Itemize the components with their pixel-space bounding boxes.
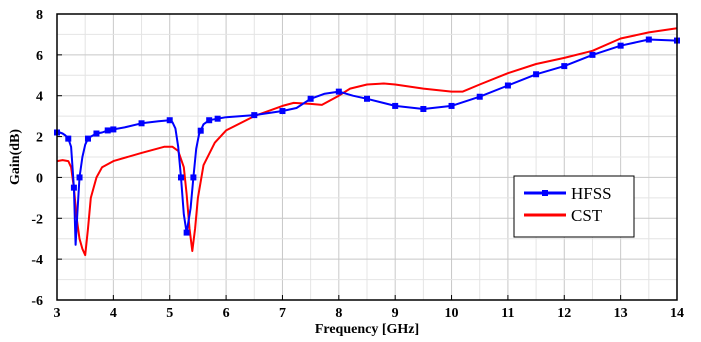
series-hfss-point (70, 184, 77, 191)
series-hfss-point (279, 108, 286, 115)
series-hfss-point (533, 71, 540, 78)
series-hfss-point (206, 117, 213, 124)
x-tick-label: 8 (335, 306, 342, 321)
x-axis-title: Frequency [GHz] (315, 322, 419, 337)
series-hfss-point (251, 112, 258, 119)
legend: HFSS CST (513, 175, 635, 238)
legend-box (513, 175, 635, 238)
y-tick-label: -4 (31, 253, 43, 268)
legend-hfss-label: HFSS (571, 184, 612, 203)
x-tick-label: 6 (223, 306, 230, 321)
series-hfss-point (392, 102, 399, 109)
x-tick-label: 11 (501, 306, 514, 321)
x-tick-label: 5 (166, 306, 173, 321)
series-hfss-point (645, 36, 652, 43)
x-tick-label: 10 (445, 306, 459, 321)
plot-frame (56, 13, 678, 301)
x-tick-label: 7 (279, 306, 286, 321)
axis-ticks: 3 4 5 6 7 8 9 10 11 12 13 14 -6 -4 -2 0 2 4 6 8 (31, 8, 684, 321)
y-tick-label: 2 (36, 131, 43, 146)
series-hfss-point (85, 135, 91, 142)
series-hfss-point (617, 42, 624, 49)
series-hfss-point (214, 115, 221, 122)
series-hfss-point (166, 117, 173, 124)
series-hfss-point (93, 130, 100, 137)
x-tick-label: 4 (110, 306, 117, 321)
series-hfss-point (138, 120, 145, 127)
series-hfss-point (589, 51, 596, 58)
legend-hfss-marker (542, 190, 548, 196)
series-hfss-point (197, 127, 204, 134)
series-hfss-point (110, 126, 117, 133)
series-hfss-point (65, 135, 72, 142)
y-tick-label: 6 (36, 49, 43, 64)
y-tick-label: -6 (31, 294, 43, 309)
series-hfss-point (335, 88, 342, 95)
series-hfss-point (104, 127, 111, 134)
x-tick-label: 14 (670, 306, 684, 321)
series-hfss-point (183, 229, 190, 236)
series-cst-line (56, 27, 678, 257)
x-tick-label: 12 (557, 306, 571, 321)
series-hfss-point (307, 95, 314, 102)
x-tick-label: 13 (614, 306, 628, 321)
series-hfss-point (561, 63, 568, 70)
y-tick-label: 8 (36, 8, 43, 23)
series-hfss-point (364, 95, 370, 102)
y-tick-label: -2 (31, 212, 43, 227)
series-hfss-point (448, 102, 455, 109)
grid-lines (56, 13, 678, 301)
series-hfss-point (476, 93, 483, 100)
y-tick-label: 0 (36, 171, 43, 186)
x-tick-label: 3 (54, 306, 61, 321)
series-hfss-point (420, 105, 427, 112)
y-tick-label: 4 (36, 90, 43, 105)
legend-cst-label: CST (571, 206, 603, 225)
series-hfss-point (190, 174, 197, 181)
series-hfss-point (504, 82, 511, 89)
y-axis-title: Gain(dB) (8, 129, 23, 185)
series-hfss-line (57, 38, 678, 246)
series-hfss-point (76, 174, 83, 181)
series-hfss-point (178, 174, 184, 181)
x-tick-label: 9 (392, 306, 399, 321)
